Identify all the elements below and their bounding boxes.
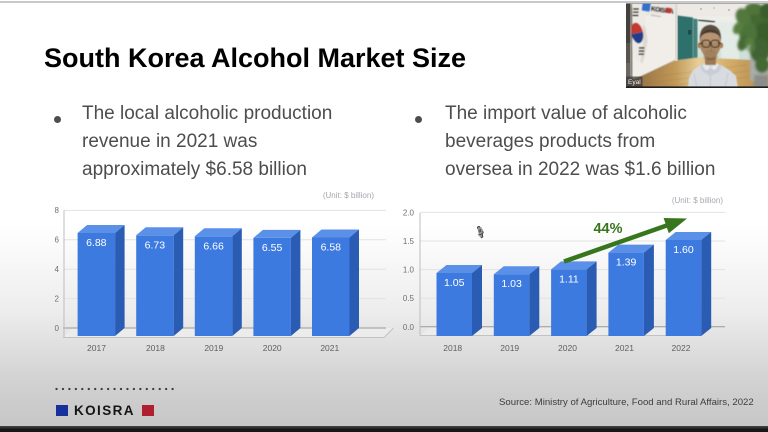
- svg-text:2018: 2018: [443, 343, 462, 353]
- svg-text:1.03: 1.03: [501, 278, 522, 290]
- svg-text:2019: 2019: [204, 343, 223, 353]
- svg-text:1.0: 1.0: [403, 266, 415, 275]
- svg-text:2022: 2022: [672, 343, 691, 353]
- svg-text:2.0: 2.0: [403, 208, 415, 217]
- svg-text:4: 4: [55, 265, 60, 274]
- svg-text:1.5: 1.5: [403, 237, 415, 246]
- svg-text:2020: 2020: [558, 343, 577, 353]
- svg-text:2017: 2017: [87, 343, 106, 353]
- svg-text:KOISRA: KOISRA: [650, 6, 674, 16]
- svg-text:1.05: 1.05: [444, 277, 465, 289]
- svg-text:1.60: 1.60: [673, 244, 694, 256]
- svg-text:0.0: 0.0: [403, 323, 415, 332]
- svg-text:6.58: 6.58: [321, 242, 342, 254]
- svg-text:2019: 2019: [500, 343, 519, 353]
- svg-text:6.66: 6.66: [203, 240, 224, 252]
- svg-text:2021: 2021: [320, 343, 339, 353]
- svg-text:0: 0: [55, 324, 60, 333]
- svg-text:2020: 2020: [263, 343, 282, 353]
- svg-text:Eyal: Eyal: [628, 79, 641, 86]
- svg-text:2: 2: [55, 294, 60, 303]
- svg-text:6.73: 6.73: [145, 239, 166, 251]
- svg-text:2021: 2021: [615, 343, 634, 353]
- svg-text:2018: 2018: [146, 343, 165, 353]
- svg-text:1.11: 1.11: [559, 273, 579, 285]
- svg-text:6.88: 6.88: [86, 237, 107, 249]
- svg-text:1.39: 1.39: [616, 257, 637, 269]
- svg-text:44%: 44%: [593, 221, 622, 237]
- svg-text:6.55: 6.55: [262, 242, 283, 254]
- svg-text:8: 8: [55, 206, 60, 215]
- svg-text:6: 6: [55, 236, 60, 245]
- svg-text:0.5: 0.5: [403, 294, 415, 303]
